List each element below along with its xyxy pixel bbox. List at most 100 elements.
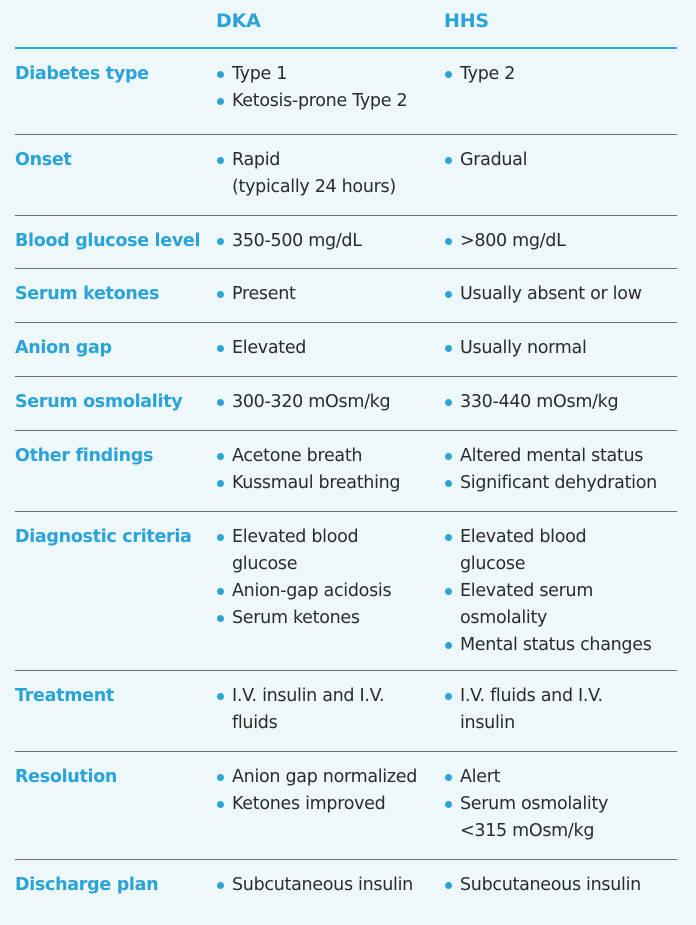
dka-cell: 300-320 mOsm/kg [216,389,441,416]
bullet-text: Present [232,284,296,304]
bullet-dot-icon [217,399,224,406]
row-label: Diabetes type [15,64,149,84]
bullet-text: Usually absent or low [460,284,642,304]
bullet-item: I.V. fluids and I.V. insulin [444,683,679,737]
hhs-bullet-list: >800 mg/dL [444,228,679,255]
bullet-text: Elevated blood [232,527,359,547]
bullet-item: Usually normal [444,335,679,362]
bullet-dot-icon [217,345,224,352]
bullet-item: I.V. insulin and I.V. fluids [216,683,441,737]
table-row: Serum ketones Present Usually absent or lo… [15,269,677,323]
bullet-item: Usually absent or low [444,281,679,308]
row-label: Resolution [15,767,118,787]
dka-bullet-list: I.V. insulin and I.V. fluids [216,683,441,737]
bullet-item: Anion-gap acidosis [216,578,441,605]
bullet-item: Subcutaneous insulin [216,872,441,899]
row-label: Discharge plan [15,875,159,895]
bullet-item: Altered mental status [444,443,679,470]
bullet-item: >800 mg/dL [444,228,679,255]
bullet-item: Significant dehydration [444,470,679,497]
bullet-item: Elevated serum osmolality [444,578,679,632]
bullet-text: insulin [460,713,515,733]
bullet-item: 350-500 mg/dL [216,228,441,255]
bullet-text: I.V. fluids and I.V. [460,686,603,706]
bullet-item: 330-440 mOsm/kg [444,389,679,416]
bullet-text: Kussmaul breathing [232,473,401,493]
bullet-dot-icon [217,534,224,541]
hhs-bullet-list: Usually normal [444,335,679,362]
row-label: Other findings [15,446,154,466]
bullet-dot-icon [217,774,224,781]
hhs-bullet-list: I.V. fluids and I.V. insulin [444,683,679,737]
hhs-cell: >800 mg/dL [444,228,679,255]
bullet-text: 330-440 mOsm/kg [460,392,619,412]
dka-cell: 350-500 mg/dL [216,228,441,255]
dka-bullet-list: Subcutaneous insulin [216,872,441,899]
bullet-text: Mental status changes [460,635,652,655]
bullet-dot-icon [445,642,452,649]
bullet-text: fluids [232,713,278,733]
bullet-dot-icon [217,801,224,808]
bullet-item: Gradual [444,147,679,174]
bullet-dot-icon [217,693,224,700]
row-label: Blood glucose level [15,231,201,251]
dka-cell: I.V. insulin and I.V. fluids [216,683,441,737]
bullet-text: Alert [460,767,501,787]
bullet-item: Kussmaul breathing [216,470,441,497]
dka-bullet-list: Present [216,281,441,308]
bullet-dot-icon [445,291,452,298]
bullet-item: Serum osmolality <315 mOsm/kg [444,791,679,845]
bullet-dot-icon [445,345,452,352]
table-row: Other findings Acetone breath Kussmaul bre… [15,431,677,512]
bullet-item: Serum ketones [216,605,441,632]
hhs-cell: 330-440 mOsm/kg [444,389,679,416]
dka-cell: Elevated blood glucose Anion-gap acidosis S… [216,524,441,632]
bullet-text: >800 mg/dL [460,231,566,251]
bullet-dot-icon [445,238,452,245]
bullet-item: Ketones improved [216,791,441,818]
bullet-text: Elevated serum [460,581,594,601]
dka-bullet-list: Elevated [216,335,441,362]
hhs-bullet-list: Usually absent or low [444,281,679,308]
hhs-bullet-list: Type 2 [444,61,679,88]
bullet-dot-icon [217,588,224,595]
row-label: Anion gap [15,338,112,358]
dka-cell: Type 1 Ketosis-prone Type 2 [216,61,441,115]
hhs-bullet-list: 330-440 mOsm/kg [444,389,679,416]
dka-cell: Subcutaneous insulin [216,872,441,899]
table-row: Discharge plan Subcutaneous insulin Subcut… [15,860,677,925]
bullet-text: Elevated blood [460,527,587,547]
table-row: Resolution Anion gap normalized Ketones im… [15,752,677,860]
dka-bullet-list: Elevated blood glucose Anion-gap acidosis S… [216,524,441,632]
row-label: Treatment [15,686,114,706]
bullet-text: Serum ketones [232,608,360,628]
bullet-item: Mental status changes [444,632,679,659]
bullet-item: Present [216,281,441,308]
bullet-dot-icon [217,615,224,622]
dka-cell: Present [216,281,441,308]
bullet-text: osmolality [460,608,548,628]
bullet-dot-icon [445,71,452,78]
bullet-dot-icon [217,291,224,298]
bullet-dot-icon [445,693,452,700]
hhs-cell: Gradual [444,147,679,174]
bullet-text: Significant dehydration [460,473,657,493]
bullet-text: Subcutaneous insulin [460,875,641,895]
bullet-text: Anion-gap acidosis [232,581,392,601]
table-row: Diagnostic criteria Elevated blood glucose… [15,512,677,671]
bullet-text: Altered mental status [460,446,644,466]
hhs-bullet-list: Subcutaneous insulin [444,872,679,899]
hhs-cell: Usually absent or low [444,281,679,308]
column-header-dka: DKA [216,10,261,32]
dka-hhs-comparison-table: DKA HHS Diabetes type Type 1 Ketosis-prone… [15,0,677,925]
bullet-item: Type 2 [444,61,679,88]
row-label: Diagnostic criteria [15,527,192,547]
hhs-cell: Alert Serum osmolality <315 mOsm/kg [444,764,679,845]
table-row: Anion gap Elevated Usually normal [15,323,677,377]
bullet-item: Acetone breath [216,443,441,470]
dka-bullet-list: 350-500 mg/dL [216,228,441,255]
bullet-dot-icon [217,98,224,105]
bullet-dot-icon [445,534,452,541]
bullet-text: Serum osmolality [460,794,609,814]
